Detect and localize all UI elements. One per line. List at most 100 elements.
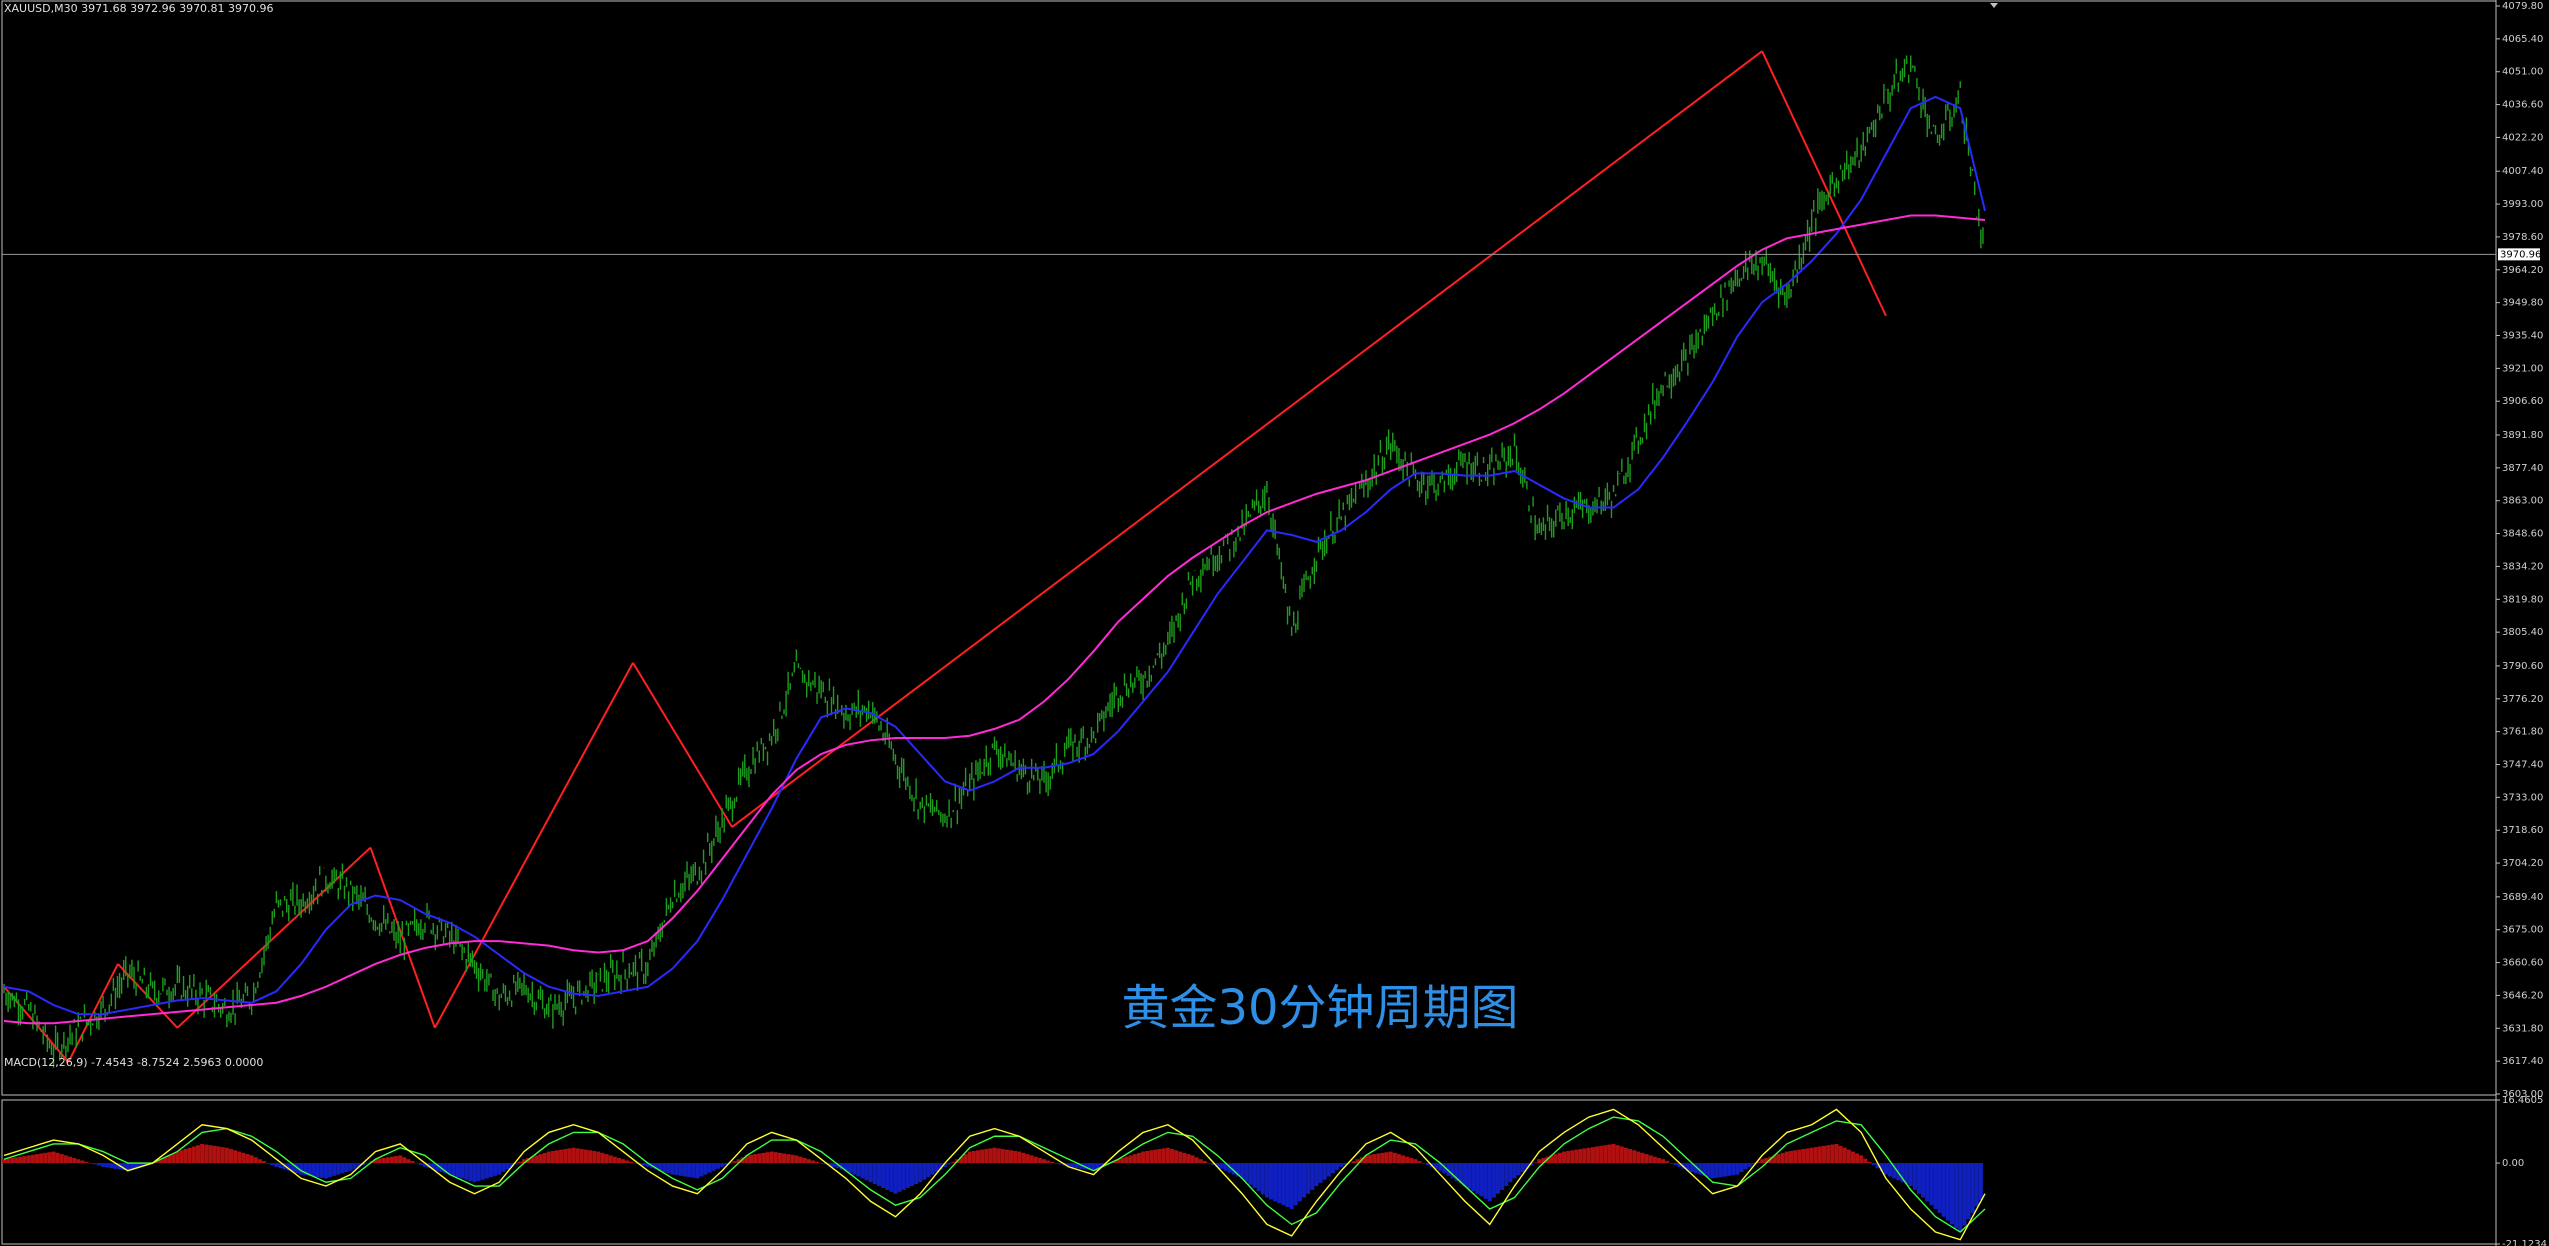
- macd-bar: [1339, 1163, 1344, 1167]
- macd-bar: [571, 1147, 576, 1164]
- macd-bar: [654, 1163, 659, 1170]
- macd-bar: [1079, 1163, 1084, 1169]
- macd-bar: [757, 1153, 762, 1164]
- macd-bar: [476, 1163, 481, 1181]
- zigzag-segment: [731, 50, 1763, 828]
- macd-bar: [59, 1154, 64, 1164]
- macd-bar: [1789, 1150, 1794, 1164]
- macd-bar: [505, 1163, 510, 1170]
- macd-bar: [344, 1163, 349, 1173]
- macd-bar: [798, 1156, 803, 1164]
- macd-bar: [80, 1160, 85, 1164]
- macd-bar: [1434, 1163, 1439, 1169]
- macd-bar: [1520, 1163, 1525, 1173]
- macd-bar: [666, 1163, 671, 1174]
- y-tick-label: 3834.20: [2502, 561, 2543, 572]
- macd-bar: [1302, 1163, 1307, 1198]
- macd-bar: [1169, 1149, 1174, 1164]
- macd-panel[interactable]: 16.4605 0.00 -21.1234: [1, 1095, 2547, 1246]
- macd-bar: [142, 1163, 147, 1166]
- macd-bar: [947, 1163, 952, 1165]
- macd-bar: [1256, 1163, 1261, 1192]
- macd-bar: [47, 1152, 52, 1164]
- macd-bar: [889, 1163, 894, 1192]
- macd-bar: [1727, 1163, 1732, 1176]
- macd-bar: [134, 1163, 139, 1169]
- macd-bar: [815, 1161, 820, 1164]
- shift-marker-icon[interactable]: [1990, 3, 1998, 8]
- macd-bar: [472, 1163, 477, 1183]
- macd-bar: [980, 1149, 985, 1164]
- macd-bar: [51, 1151, 56, 1164]
- macd-bar: [1863, 1158, 1868, 1164]
- macd-bar: [1772, 1155, 1777, 1164]
- macd-bar: [1285, 1163, 1290, 1208]
- macd-bar: [1632, 1150, 1637, 1164]
- macd-bar: [1347, 1163, 1352, 1164]
- macd-bar: [68, 1156, 73, 1164]
- macd-bar: [1586, 1147, 1591, 1164]
- macd-bar: [802, 1157, 807, 1164]
- current-price-label: 3970.96: [2500, 249, 2541, 260]
- macd-bar: [348, 1163, 353, 1171]
- y-tick-label: 3978.60: [2502, 232, 2543, 243]
- macd-bar: [918, 1163, 923, 1183]
- macd-bar: [1425, 1163, 1430, 1165]
- macd-bar: [753, 1154, 758, 1164]
- macd-bar: [1855, 1153, 1860, 1164]
- macd-bar: [179, 1150, 184, 1164]
- macd-bar: [1574, 1149, 1579, 1164]
- macd-bar: [208, 1145, 213, 1164]
- macd-bar: [105, 1163, 110, 1168]
- macd-bar: [695, 1163, 700, 1179]
- macd-bar: [1562, 1151, 1567, 1164]
- macd-bar: [975, 1150, 980, 1164]
- macd-bar: [204, 1144, 209, 1164]
- macd-bar: [633, 1163, 638, 1164]
- macd-bar: [1644, 1154, 1649, 1164]
- macd-bar: [1223, 1163, 1228, 1171]
- macd-bar: [1974, 1163, 1979, 1207]
- macd-bar: [497, 1163, 502, 1175]
- macd-bar: [1916, 1163, 1921, 1194]
- macd-bar: [1355, 1159, 1360, 1164]
- macd-bar: [1722, 1163, 1727, 1177]
- y-tick-label: 3689.40: [2502, 892, 2543, 903]
- macd-bar: [389, 1156, 394, 1164]
- macd-bar: [616, 1157, 621, 1164]
- macd-bar: [1178, 1151, 1183, 1164]
- macd-bar: [1949, 1163, 1954, 1225]
- macd-bar: [959, 1156, 964, 1164]
- macd-bar: [96, 1163, 101, 1166]
- macd-bar: [1120, 1157, 1125, 1164]
- macd-bar: [1912, 1163, 1917, 1190]
- macd-bar: [1227, 1163, 1232, 1173]
- macd-bar: [596, 1151, 601, 1164]
- macd-bar: [43, 1152, 48, 1164]
- macd-bar: [517, 1161, 522, 1164]
- macd-bar: [550, 1150, 555, 1164]
- macd-bar: [1710, 1163, 1715, 1179]
- moving-averages-layer: [3, 95, 1986, 1025]
- macd-bar: [460, 1163, 465, 1179]
- macd-bar: [1747, 1163, 1752, 1167]
- macd-bar: [1095, 1163, 1100, 1169]
- macd-header: MACD(12,26,9) -7.4543 -8.7524 2.5963 0.0…: [4, 1056, 263, 1069]
- macd-bar: [1471, 1163, 1476, 1192]
- y-tick-label: 3964.20: [2502, 265, 2543, 276]
- macd-bar: [728, 1163, 733, 1164]
- macd-bar: [88, 1163, 93, 1164]
- macd-bar: [290, 1163, 295, 1173]
- macd-bar: [464, 1163, 469, 1180]
- macd-bar: [336, 1163, 341, 1175]
- macd-bar: [575, 1148, 580, 1164]
- macd-bar: [109, 1163, 114, 1169]
- macd-bar: [625, 1160, 630, 1164]
- macd-bar: [926, 1163, 931, 1178]
- macd-bar: [922, 1163, 927, 1180]
- macd-bar: [579, 1149, 584, 1164]
- macd-bar: [765, 1152, 770, 1164]
